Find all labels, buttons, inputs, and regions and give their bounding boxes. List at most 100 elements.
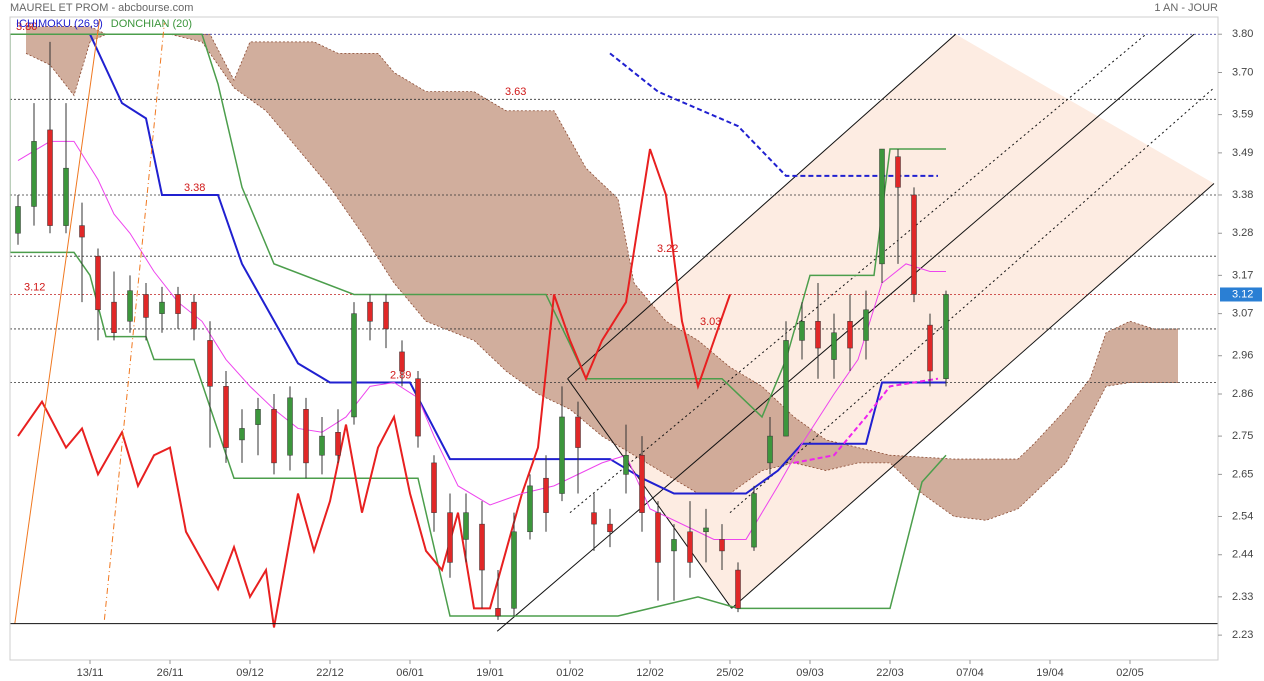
channel-line — [731, 183, 1215, 609]
candle-body — [623, 454, 629, 475]
y-tick-label: 2.33 — [1232, 591, 1253, 603]
cloud-edge — [26, 26, 1178, 460]
candle-body — [31, 141, 37, 207]
candle-body — [543, 477, 549, 513]
candle-body — [223, 386, 229, 448]
level-label: 3.22 — [657, 243, 678, 255]
y-tick-label: 3.17 — [1232, 269, 1253, 281]
candle-body — [63, 167, 69, 226]
x-tick-label: 13/11 — [77, 667, 104, 679]
candle-body — [127, 290, 133, 322]
candle-body — [751, 493, 757, 548]
channel-line — [496, 33, 1195, 632]
candle-body — [79, 225, 85, 238]
channel-line — [567, 33, 956, 380]
y-tick-label: 3.38 — [1232, 189, 1253, 201]
indicator-line — [17, 140, 946, 540]
y-tick-label: 3.07 — [1232, 308, 1253, 320]
legend-entry: DONCHIAN (20) — [111, 18, 192, 30]
y-tick-label: 2.23 — [1232, 629, 1253, 641]
candle-body — [111, 301, 117, 334]
candle-body — [591, 512, 597, 525]
candle-body — [351, 313, 357, 418]
y-tick-label: 3.80 — [1232, 28, 1253, 40]
level-label: 3.12 — [24, 281, 45, 293]
ichimoku-cloud — [26, 26, 1178, 521]
candle-body — [303, 409, 309, 464]
candle-body — [831, 332, 837, 360]
candle-body — [863, 309, 869, 341]
candle-body — [511, 531, 517, 609]
x-tick-label: 22/03 — [876, 667, 904, 679]
candle-body — [639, 454, 645, 513]
candle-body — [175, 294, 181, 314]
channel-line — [567, 378, 733, 609]
y-tick-label: 2.75 — [1232, 430, 1253, 442]
channel-line — [729, 87, 1215, 514]
x-tick-label: 26/11 — [157, 667, 184, 679]
candle-body — [527, 485, 533, 533]
x-tick-label: 09/03 — [796, 667, 824, 679]
candle-body — [799, 321, 805, 341]
candle-body — [191, 301, 197, 330]
indicator-line — [103, 22, 165, 620]
candle-body — [415, 378, 421, 437]
candle-body — [607, 523, 613, 533]
candle-body — [463, 512, 469, 540]
candle-body — [143, 294, 149, 318]
chart-title: MAUREL ET PROM - abcbourse.com — [10, 2, 193, 14]
candle-body — [559, 416, 565, 494]
candle-body — [447, 512, 453, 563]
x-tick-label: 25/02 — [716, 667, 744, 679]
candle-body — [399, 351, 405, 372]
y-tick-label: 2.44 — [1232, 549, 1253, 561]
indicator-line — [793, 377, 939, 464]
candle-body — [383, 301, 389, 330]
candle-body — [655, 512, 661, 563]
candle-body — [479, 523, 485, 571]
x-tick-label: 09/12 — [236, 667, 264, 679]
plot-area — [10, 18, 1218, 632]
plot-frame — [9, 16, 1219, 661]
y-tick-label: 3.49 — [1232, 147, 1253, 159]
x-tick-label: 19/01 — [476, 667, 504, 679]
candle-body — [927, 324, 933, 372]
indicator-line — [14, 18, 101, 624]
x-tick-label: 01/02 — [556, 667, 584, 679]
candle-body — [879, 148, 885, 265]
x-tick-label: 22/12 — [316, 667, 344, 679]
y-tick-label: 2.86 — [1232, 388, 1253, 400]
y-tick-label: 3.28 — [1232, 227, 1253, 239]
candle-body — [815, 321, 821, 349]
candle-body — [687, 531, 693, 563]
y-tick-label: 2.54 — [1232, 510, 1253, 522]
indicator-line — [10, 33, 946, 419]
candle-body — [719, 539, 725, 552]
candle-body — [847, 321, 853, 349]
candle-body — [159, 301, 165, 314]
level-label: 3.80 — [16, 21, 37, 33]
indicator-line — [17, 148, 731, 628]
candle-body — [671, 539, 677, 552]
level-label: 3.63 — [505, 86, 526, 98]
candle-body — [335, 432, 341, 456]
candle-body — [495, 608, 501, 617]
y-tick-label: 2.65 — [1232, 468, 1253, 480]
candle-body — [735, 569, 741, 609]
candle-body — [255, 409, 261, 425]
candle-body — [367, 301, 373, 322]
candle-body — [943, 294, 949, 379]
candle-body — [319, 435, 325, 456]
level-label: 2.89 — [390, 369, 411, 381]
candle-body — [47, 129, 53, 226]
candle-body — [95, 255, 101, 311]
level-label: 3.38 — [184, 182, 205, 194]
x-tick-label: 06/01 — [396, 667, 424, 679]
y-tick-label: 2.96 — [1232, 350, 1253, 362]
x-tick-label: 07/04 — [956, 667, 984, 679]
candle-body — [271, 409, 277, 464]
y-tick-label: 3.59 — [1232, 109, 1253, 121]
x-tick-label: 12/02 — [636, 667, 664, 679]
period: 1 AN - JOUR — [1154, 2, 1218, 14]
